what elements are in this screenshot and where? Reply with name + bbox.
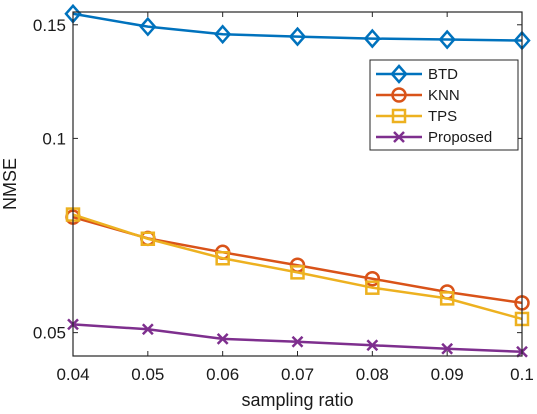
- series-layer: [64, 3, 531, 358]
- data-point-diamond: [214, 24, 232, 45]
- series-knn: [65, 209, 530, 311]
- data-point-x: [291, 335, 304, 348]
- series-line: [72, 213, 523, 321]
- data-point-circle: [364, 271, 381, 287]
- legend-marker-tps: [391, 108, 407, 124]
- series-line: [72, 12, 523, 42]
- x-tick-label: 0.1: [510, 365, 534, 384]
- data-point-diamond: [288, 26, 307, 47]
- tick-layer: 0.04 0.05 0.06 0.07 0.08 0.09 0.1 0.05 0.1 0.15: [33, 12, 534, 384]
- legend-label-tps: TPS: [428, 108, 457, 125]
- legend-marker-knn: [391, 87, 407, 103]
- data-point-square: [140, 231, 156, 246]
- data-point-x: [141, 323, 154, 336]
- x-axis-title: sampling ratio: [241, 390, 353, 410]
- data-point-square: [365, 280, 380, 295]
- data-point-square: [391, 108, 407, 124]
- x-tick-label: 0.07: [281, 365, 314, 384]
- data-point-x: [216, 332, 229, 345]
- data-point-x: [441, 342, 454, 355]
- series-tps: [65, 207, 530, 327]
- y-tick-label: 0.15: [33, 16, 66, 35]
- y-tick-label: 0.05: [33, 324, 66, 343]
- y-axis-title: NMSE: [0, 158, 20, 210]
- legend-label-knn: KNN: [428, 87, 460, 104]
- legend-item-knn: KNN: [376, 87, 460, 104]
- x-tick-label: 0.08: [356, 365, 389, 384]
- y-tick-label: 0.1: [42, 129, 66, 148]
- series-btd: [64, 3, 531, 51]
- legend: BTD KNN TPS Proposed: [369, 59, 519, 151]
- data-point-x: [366, 339, 379, 352]
- legend-label-proposed: Proposed: [428, 129, 492, 146]
- x-tick-label: 0.05: [131, 365, 164, 384]
- data-point-circle: [391, 87, 407, 103]
- x-tick-label: 0.06: [206, 365, 239, 384]
- legend-item-btd: BTD: [376, 64, 458, 84]
- legend-marker-proposed: [393, 131, 405, 143]
- x-tick-label: 0.09: [431, 365, 464, 384]
- legend-marker-btd: [390, 64, 408, 84]
- data-point-square: [439, 291, 455, 306]
- data-point-square: [215, 251, 230, 266]
- data-point-diamond: [390, 64, 408, 84]
- x-tick-label: 0.04: [56, 365, 89, 384]
- data-point-x: [393, 131, 405, 143]
- data-point-square: [290, 265, 305, 280]
- legend-label-btd: BTD: [428, 66, 458, 83]
- data-point-diamond: [363, 28, 381, 49]
- legend-item-tps: TPS: [376, 108, 457, 125]
- series-line: [72, 323, 523, 354]
- data-point-diamond: [139, 16, 157, 37]
- data-point-diamond: [438, 29, 456, 50]
- legend-item-proposed: Proposed: [376, 129, 492, 146]
